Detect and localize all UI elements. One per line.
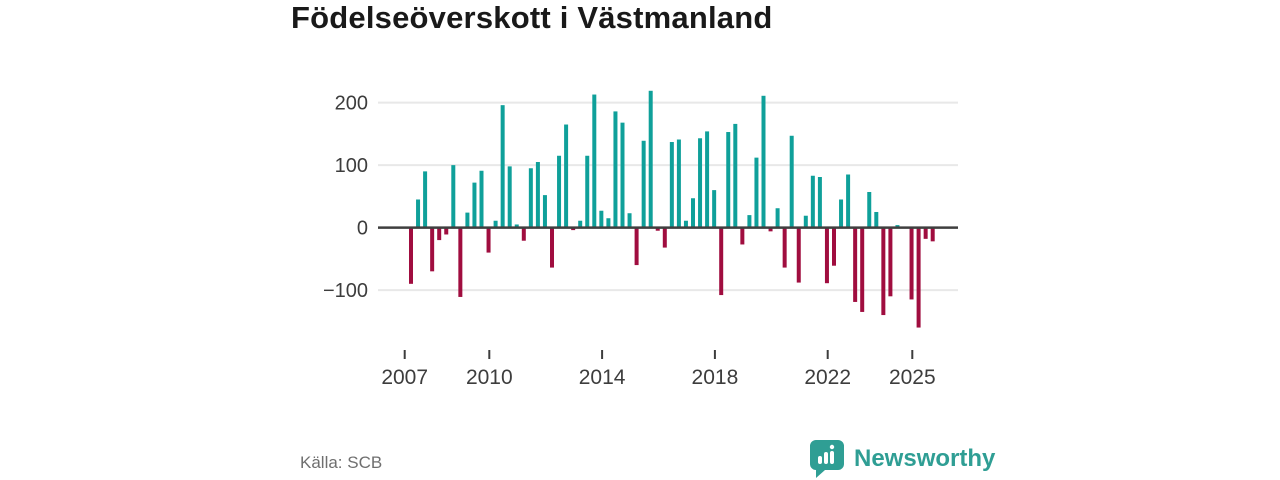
bar-2016-Q1	[662, 227, 667, 248]
bar-2013-Q1	[578, 220, 583, 228]
bar-2024-Q1	[888, 227, 893, 297]
source-label: Källa: SCB	[300, 453, 383, 472]
bar-2017-Q2	[698, 138, 703, 228]
bar-2010-Q3	[507, 166, 512, 228]
bar-2020-Q3	[789, 135, 794, 228]
bar-2012-Q3	[564, 124, 569, 228]
bar-2014-Q1	[606, 218, 611, 228]
bar-2017-Q1	[691, 198, 695, 228]
bar-2011-Q4	[542, 195, 547, 228]
bar-2013-Q4	[599, 210, 604, 228]
bar-2022-Q3	[846, 174, 851, 228]
bar-2022-Q4	[853, 227, 858, 302]
bar-2007-Q1	[409, 227, 413, 284]
x-axis-label-2007: 2007	[381, 366, 428, 389]
bar-2017-Q3	[705, 131, 710, 228]
bar-2016-Q2	[669, 142, 674, 228]
bar-2021-Q4	[824, 227, 829, 284]
bar-2011-Q2	[528, 168, 533, 228]
y-axis-label-200: 200	[335, 93, 368, 115]
bar-2018-Q2	[726, 132, 731, 228]
y-axis-label-0: 0	[357, 218, 368, 240]
bar-2021-Q2	[810, 175, 815, 228]
bar-2009-Q3	[479, 170, 484, 228]
bar-2025-Q3	[930, 227, 935, 242]
bar-2018-Q4	[740, 227, 745, 245]
bar-2023-Q2	[867, 191, 872, 228]
bar-2016-Q4	[683, 220, 688, 228]
bar-2012-Q2	[557, 155, 562, 228]
bar-2015-Q4	[655, 227, 660, 231]
bar-2021-Q1	[803, 215, 808, 228]
bar-2008-Q2	[444, 227, 449, 235]
x-axis-label-2018: 2018	[692, 366, 739, 389]
bar-2007-Q4	[430, 227, 435, 272]
x-axis-label-2014: 2014	[579, 366, 626, 389]
bar-2013-Q3	[592, 94, 597, 228]
bar-2018-Q3	[733, 123, 738, 228]
newsworthy-logo: Newsworthy	[810, 440, 995, 478]
x-axis-label-2022: 2022	[804, 366, 851, 389]
bar-2022-Q1	[832, 227, 836, 266]
bar-2011-Q3	[535, 162, 540, 228]
bar-2007-Q2	[416, 199, 421, 228]
bar-2023-Q3	[874, 211, 879, 228]
newsworthy-wordmark: Newsworthy	[854, 445, 996, 472]
bar-2020-Q2	[782, 227, 787, 268]
bar-2015-Q1	[634, 227, 639, 266]
bar-2019-Q4	[768, 227, 773, 232]
bar-2023-Q4	[881, 227, 886, 316]
bar-2020-Q1	[775, 208, 780, 228]
bar-2008-Q4	[458, 227, 463, 297]
bar-2017-Q4	[712, 190, 717, 228]
bar-2009-Q1	[465, 212, 470, 228]
bar-2012-Q1	[550, 227, 554, 268]
bar-2015-Q3	[648, 90, 653, 228]
bar-2014-Q2	[613, 111, 618, 228]
x-axis-label-2025: 2025	[889, 366, 936, 389]
bar-2021-Q3	[817, 176, 822, 228]
bar-2019-Q2	[754, 157, 759, 228]
bar-2014-Q4	[627, 213, 632, 228]
bar-2016-Q3	[676, 139, 681, 228]
bar-2009-Q4	[486, 227, 491, 253]
bar-2024-Q4	[909, 227, 914, 300]
y-axis-label--100: −100	[323, 280, 368, 302]
bar-2019-Q3	[761, 95, 766, 228]
newsworthy-logo-icon	[810, 440, 844, 478]
bar-2022-Q2	[839, 199, 844, 228]
bar-2018-Q1	[719, 227, 724, 296]
bar-2020-Q4	[796, 227, 801, 283]
bar-2010-Q4	[514, 224, 519, 228]
bar-2008-Q3	[451, 165, 456, 228]
bar-2025-Q1	[916, 227, 921, 328]
bar-2019-Q1	[747, 215, 752, 228]
bar-2010-Q1	[493, 220, 498, 228]
bar-2008-Q1	[437, 227, 442, 241]
bar-2014-Q3	[620, 122, 625, 228]
y-axis-label-100: 100	[335, 155, 368, 177]
bar-2023-Q1	[860, 227, 865, 312]
bar-2010-Q2	[500, 105, 505, 228]
chart-title: Födelseöverskott i Västmanland	[291, 0, 773, 35]
bar-2015-Q2	[641, 140, 646, 228]
bar-2007-Q3	[423, 171, 428, 228]
bar-2011-Q1	[521, 227, 526, 241]
x-axis-label-2010: 2010	[466, 366, 513, 389]
bar-2013-Q2	[585, 155, 590, 228]
bar-2025-Q2	[923, 227, 928, 239]
bar-2009-Q2	[472, 182, 477, 228]
